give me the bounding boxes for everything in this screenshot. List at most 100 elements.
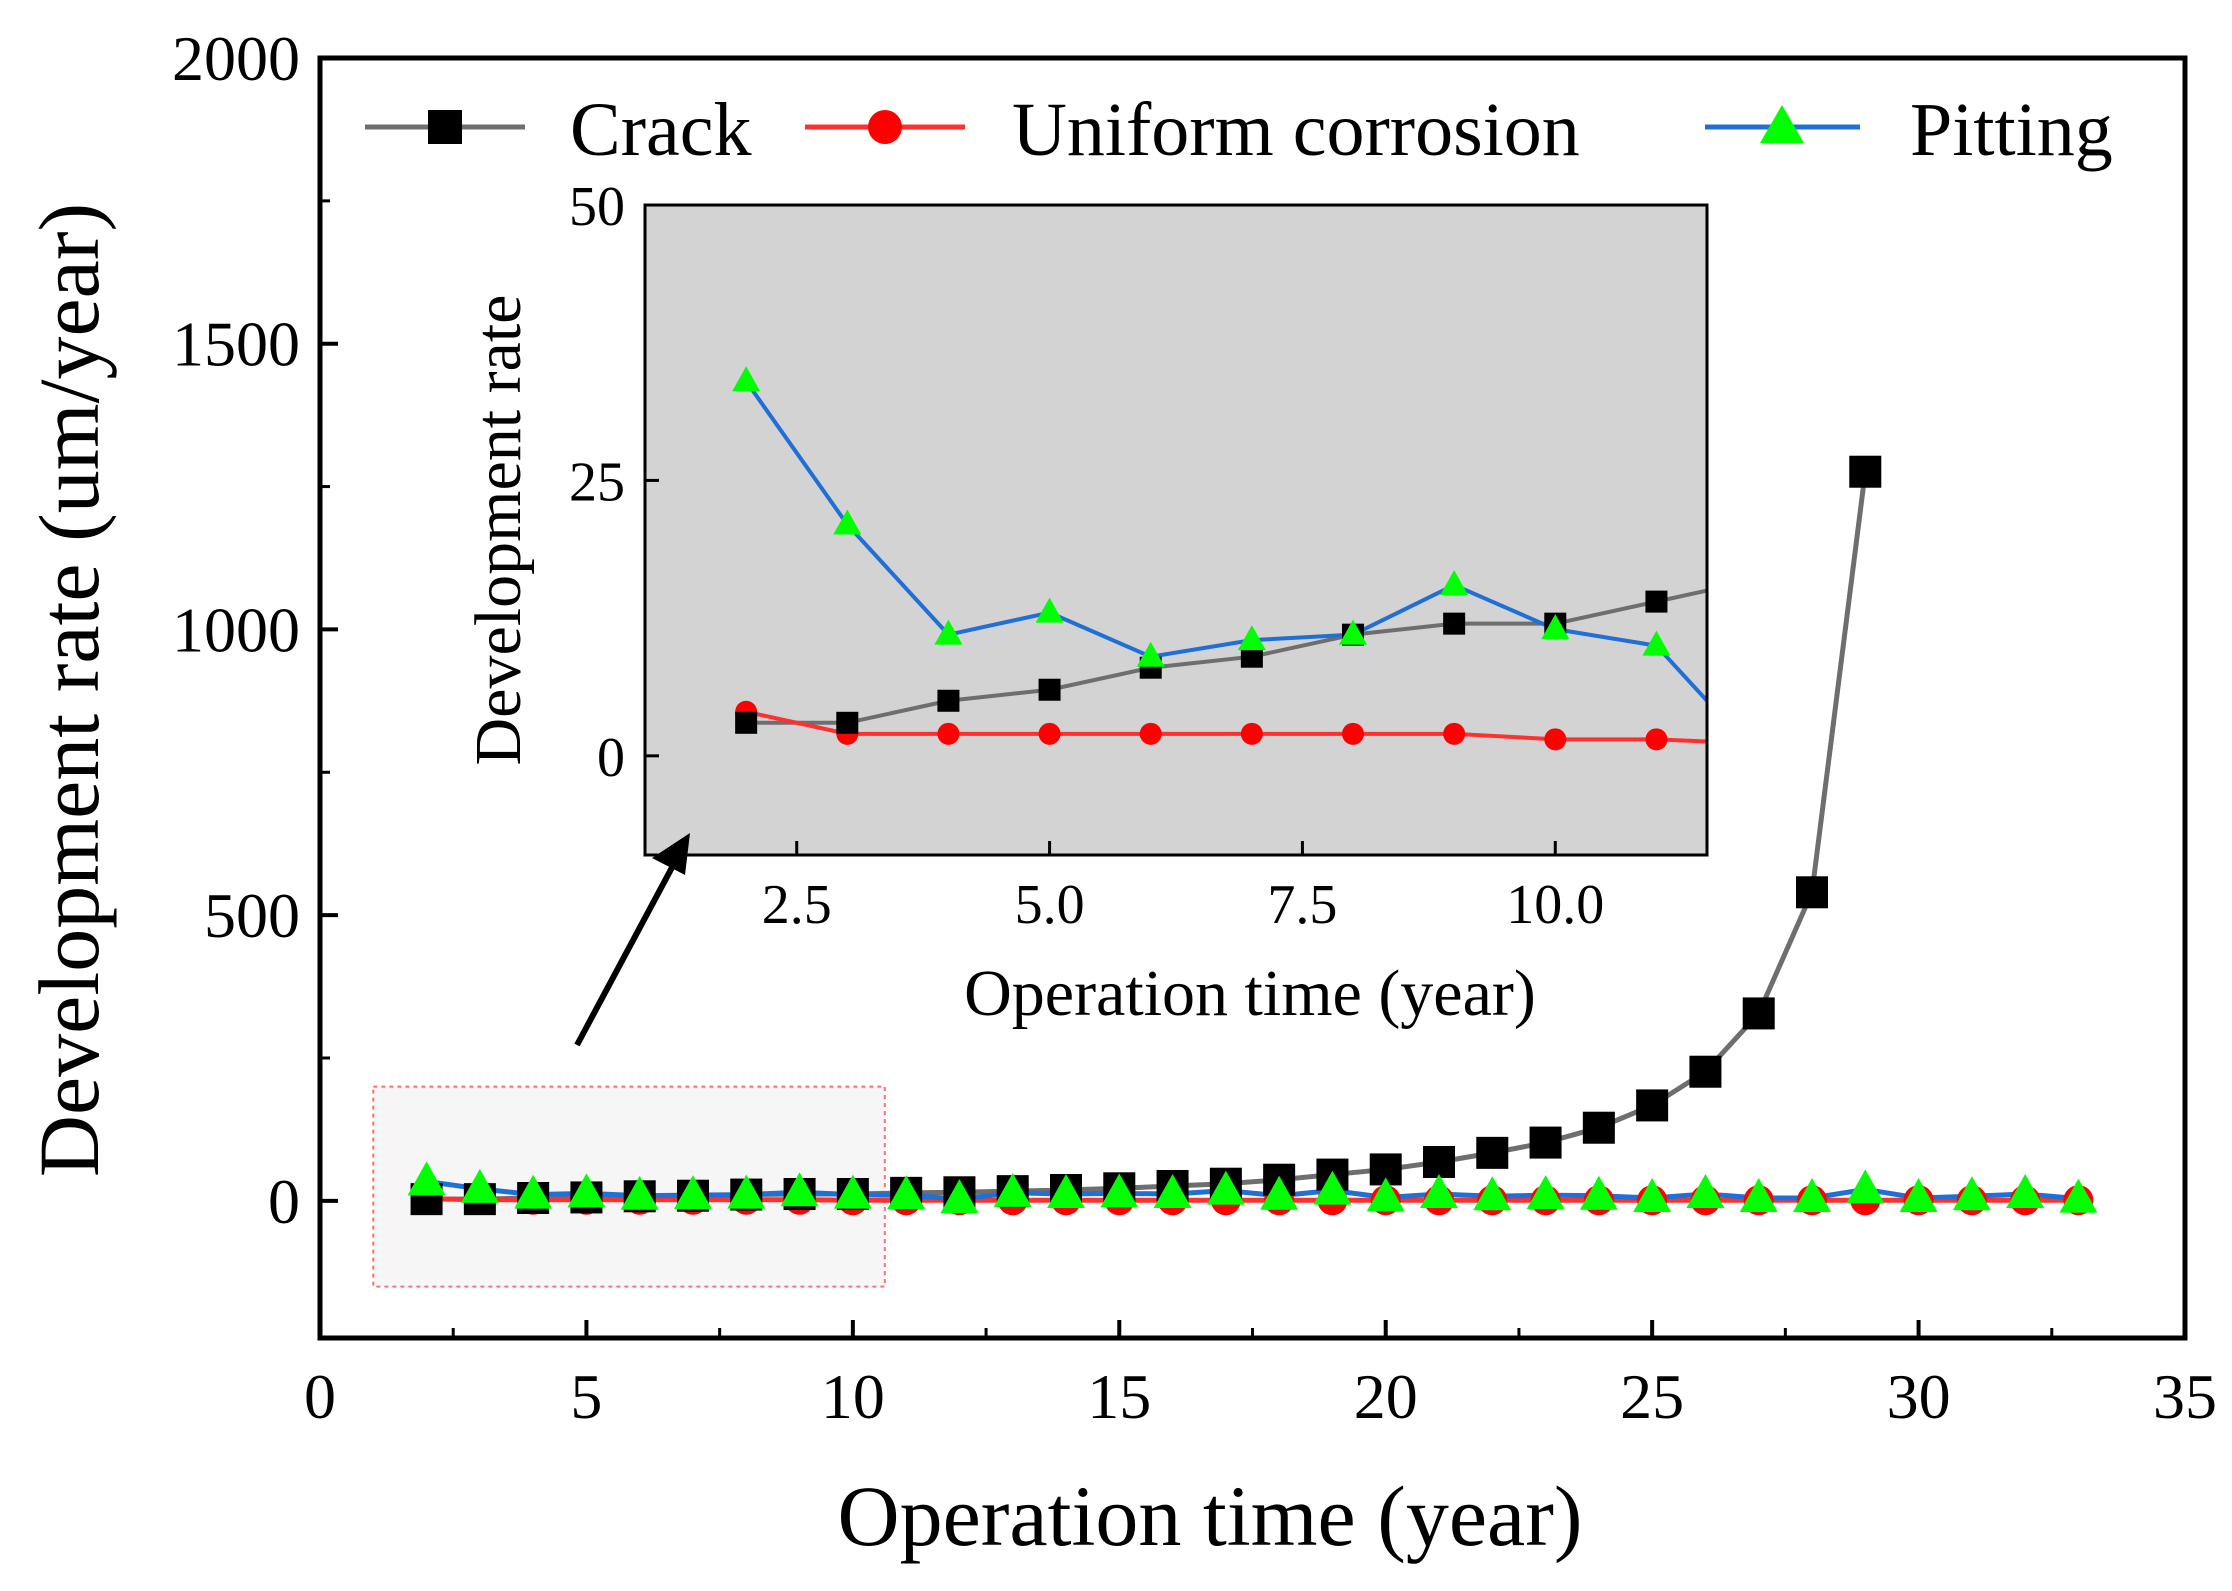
inset-x-tick-label: 7.5 [1267,874,1337,936]
inset-point-uniform [1139,722,1162,745]
point-pitting [1313,1170,1352,1205]
point-pitting [2006,1174,2045,1208]
inset-point-crack [937,689,960,712]
main-x-tick-label: 5 [570,1361,602,1432]
point-pitting [1047,1174,1085,1208]
point-pitting [1260,1175,1299,1210]
inset-point-pitting [1035,597,1064,623]
point-pitting [1846,1169,1885,1204]
point-pitting [460,1168,499,1203]
inset-y-axis-title: Development rate [462,295,535,766]
point-pitting [1579,1175,1618,1210]
main-x-tick-label: 0 [304,1361,336,1432]
point-crack [1796,876,1828,909]
point-pitting [1366,1177,1405,1212]
inset-point-pitting [1440,570,1469,596]
main-x-axis-title: Operation time (year) [838,1468,1583,1564]
series-line-uniform-corrosion [426,1196,2079,1203]
point-pitting [2059,1178,2098,1213]
inset-y-tick-label: 0 [597,727,625,789]
legend: Crack Uniform corrosion Pitting [365,88,2113,172]
inset-plot-background [645,205,1707,855]
inset-point-crack [1645,590,1668,613]
legend-pitting-label: Pitting [1910,88,2113,172]
point-crack [1476,1136,1509,1169]
point-pitting [1526,1175,1565,1210]
inset-point-uniform [1544,728,1567,751]
point-crack [1529,1126,1562,1159]
point-pitting [407,1161,446,1196]
inset-plot-frame [643,203,1709,857]
point-pitting [1420,1174,1458,1208]
main-x-tick-label: 25 [1620,1361,1684,1432]
inset-series-group [732,366,1709,751]
inset-x-tick-label: 2.5 [762,874,832,936]
inset-point-uniform [1240,722,1263,745]
point-pitting [727,1174,766,1209]
inset-point-pitting [934,619,963,645]
point-pitting [780,1172,819,1207]
point-pitting [1633,1178,1672,1212]
inset-point-crack [1443,612,1466,635]
main-y-tick-label: 1500 [172,309,300,380]
point-pitting [833,1174,872,1209]
legend-pitting-marker [1760,105,1804,143]
point-pitting [1206,1170,1245,1205]
point-crack [1849,455,1882,488]
inset-y-tick-label: 25 [569,451,625,513]
legend-uniform-marker [868,110,902,144]
legend-uniform-label: Uniform corrosion [1012,88,1580,172]
main-x-tick-label: 10 [821,1361,885,1432]
legend-crack-label: Crack [570,88,751,172]
zoom-arrow-line [574,858,679,1047]
point-crack [1582,1111,1615,1144]
legend-crack-marker [428,110,462,144]
inset-point-pitting [732,366,761,392]
main-x-tick-label: 20 [1354,1361,1418,1432]
inset-point-uniform [1342,722,1364,745]
point-pitting [1793,1178,1831,1212]
point-crack [1742,997,1775,1030]
main-y-axis-title: Development rate (um/year) [21,203,117,1177]
main-y-tick-label: 2000 [172,23,300,94]
main-y-tick-label: 1000 [172,594,300,665]
inset-point-uniform [1645,728,1668,751]
inset-point-crack [735,711,758,734]
inset-x-tick-label: 10.0 [1506,874,1604,936]
point-pitting [620,1175,659,1210]
main-x-tick-label: 30 [1887,1361,1951,1432]
point-pitting [1686,1174,1725,1208]
inset-point-pitting [1339,619,1367,645]
main-series-group [407,455,2098,1216]
point-pitting [1100,1173,1139,1208]
point-pitting [887,1175,926,1210]
point-crack [1689,1055,1722,1088]
point-pitting [674,1175,712,1210]
zoom-arrow-head [652,833,690,875]
point-pitting [514,1174,553,1209]
inset-point-pitting [1541,614,1570,640]
point-pitting [940,1179,979,1214]
inset-point-crack [1240,645,1263,668]
inset-x-tick-label: 5.0 [1015,874,1085,936]
inset-point-uniform [1038,722,1061,745]
point-crack [1636,1089,1669,1122]
point-crack [1423,1146,1455,1178]
point-pitting [1899,1178,1938,1212]
inset-ticks: 2.5 5.0 7.5 10.0 0 25 50 [569,176,1604,936]
inset-y-tick-label: 50 [569,176,625,238]
inset-x-axis-title: Operation time (year) [964,957,1536,1030]
main-x-tick-label: 35 [2153,1361,2217,1432]
point-pitting [993,1172,1032,1207]
inset-point-uniform [1443,722,1466,745]
inset-point-pitting [1237,625,1266,651]
main-y-tick-label: 0 [268,1166,300,1237]
point-pitting [1739,1178,1778,1212]
point-pitting [1153,1174,1192,1208]
point-pitting [1952,1176,1991,1211]
inset-point-crack [836,711,859,734]
inset-point-pitting [833,509,862,535]
point-pitting [1473,1176,1512,1211]
